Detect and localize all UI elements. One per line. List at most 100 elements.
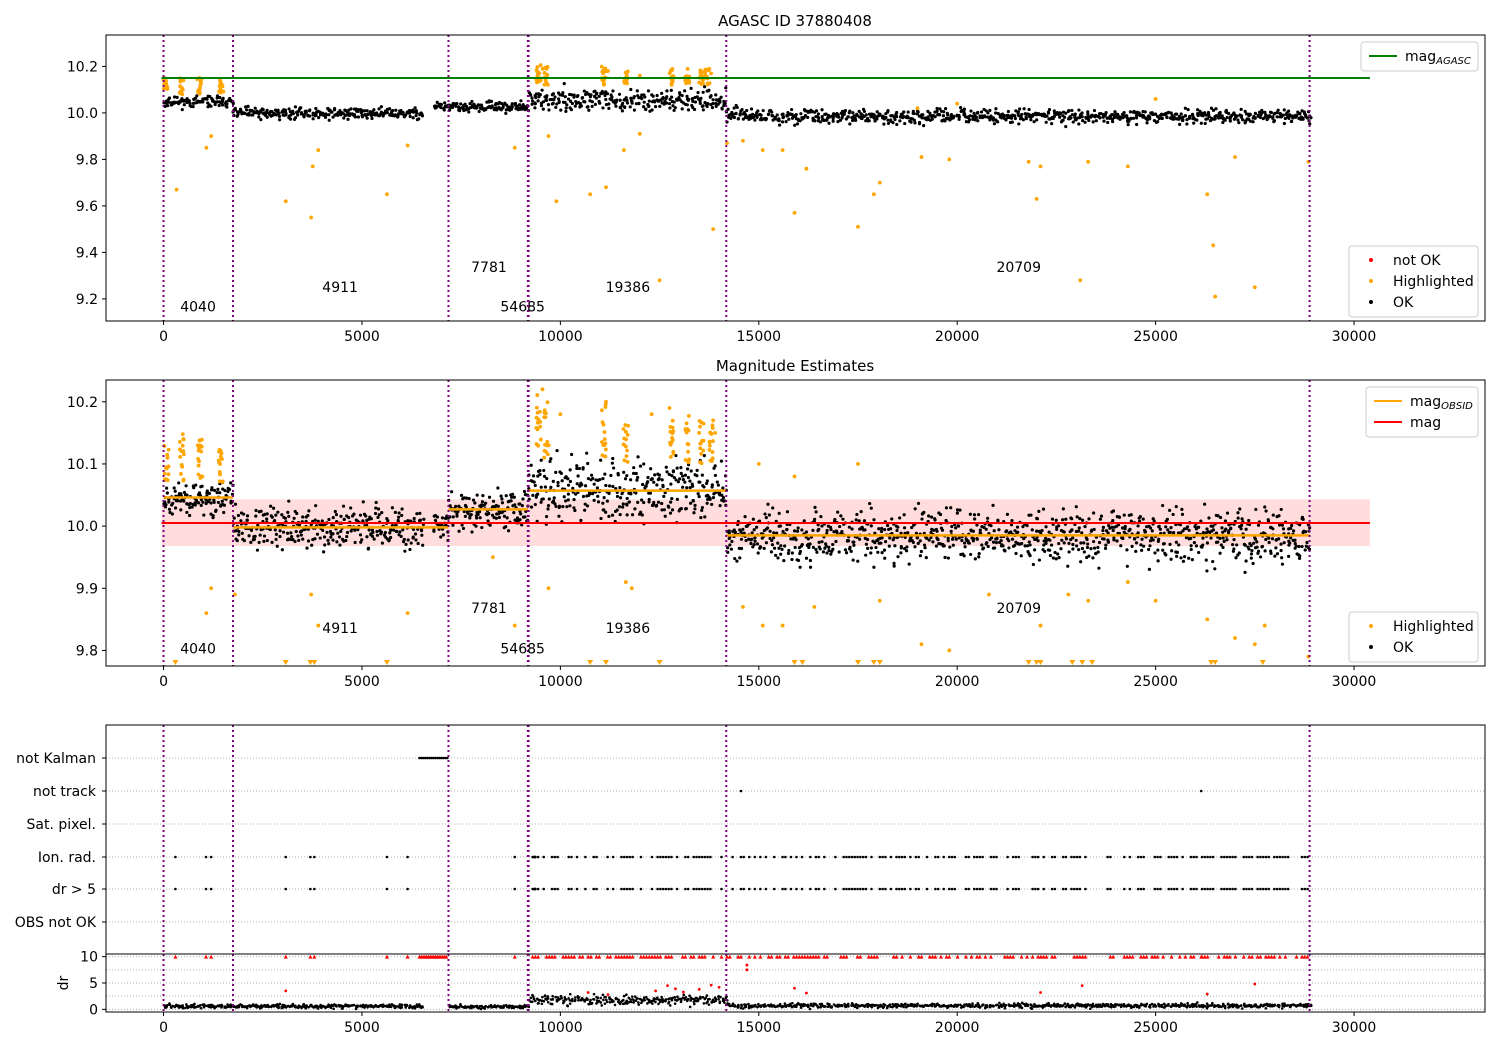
data-point-ok: [630, 99, 634, 103]
highlighted-point: [708, 430, 713, 435]
data-point-ok: [1035, 118, 1039, 122]
legend-label: Highlighted: [1393, 619, 1474, 635]
flag-point: [1211, 887, 1215, 891]
data-point-ok: [251, 538, 255, 542]
data-point-ok: [879, 529, 884, 534]
data-point-ok: [902, 110, 906, 114]
data-point-ok: [1122, 110, 1126, 115]
data-point-ok: [691, 99, 695, 103]
highlighted-below-marker: [1259, 660, 1266, 665]
highlighted-point: [218, 454, 223, 459]
flag-point: [856, 855, 859, 859]
x-tick-label: 15000: [737, 329, 782, 345]
data-point-ok: [664, 465, 668, 469]
highlighted-below-marker: [307, 660, 314, 665]
data-point-ok: [880, 551, 884, 555]
data-point-ok: [602, 496, 606, 500]
data-point-ok: [167, 96, 172, 100]
data-point-ok: [1199, 121, 1203, 125]
data-point-ok: [1086, 110, 1090, 114]
highlighted-point: [534, 442, 539, 446]
data-point-ok: [1290, 114, 1294, 118]
highlighted-point: [686, 460, 691, 465]
flag-point: [936, 855, 940, 859]
flag-point: [1156, 887, 1159, 891]
data-point-ok: [832, 530, 836, 534]
highlighted-point: [637, 131, 642, 136]
data-point-ok: [1010, 114, 1015, 118]
data-point-ok: [1279, 548, 1283, 553]
data-point-ok: [539, 104, 544, 108]
data-point-ok: [753, 536, 757, 540]
data-point-ok: [938, 512, 943, 517]
data-point-ok: [641, 482, 645, 487]
data-point-ok: [422, 517, 426, 521]
flag-point: [584, 855, 587, 859]
data-point-ok: [921, 113, 925, 117]
flag-point: [789, 855, 793, 859]
data-point-ok: [1271, 115, 1275, 119]
data-point-ok: [1112, 113, 1116, 117]
data-point-ok: [1256, 549, 1261, 553]
data-point-ok: [808, 558, 812, 563]
data-point-ok: [686, 467, 690, 471]
data-point-ok: [544, 514, 549, 519]
data-point-ok: [284, 112, 288, 116]
data-point-ok: [1183, 114, 1187, 118]
data-point-ok: [647, 104, 651, 108]
data-point-ok: [848, 547, 852, 551]
data-point-ok: [190, 505, 194, 509]
flag-point: [531, 855, 534, 859]
data-point-ok: [547, 108, 551, 112]
flag-point: [684, 887, 687, 891]
data-point-ok: [1017, 122, 1021, 126]
data-point-ok: [541, 995, 544, 999]
data-point-ok: [1303, 112, 1307, 116]
data-point-ok: [640, 513, 644, 517]
data-point-ok: [378, 113, 382, 117]
data-point-ok: [652, 480, 656, 484]
data-point-ok: [259, 509, 263, 513]
data-point-ok: [712, 466, 716, 470]
data-point-ok: [364, 1004, 368, 1007]
highlighted-point: [204, 145, 209, 150]
data-point-ok: [346, 117, 350, 121]
data-point-ok: [621, 502, 625, 506]
data-point-ok: [173, 506, 178, 510]
highlighted-point: [603, 447, 608, 452]
flag-point: [895, 887, 898, 891]
data-point-ok: [604, 102, 609, 107]
data-point-ok: [962, 107, 967, 111]
data-point-ok: [944, 518, 948, 523]
data-point-ok: [184, 1006, 187, 1010]
flag-point: [1061, 887, 1065, 891]
flag-point: [628, 855, 632, 859]
data-point-ok: [1126, 123, 1130, 127]
data-point-ok: [1218, 536, 1222, 540]
flag-point: [1128, 887, 1132, 891]
data-point-ok: [880, 526, 884, 531]
data-point-ok: [1147, 114, 1151, 118]
data-point-ok: [832, 112, 836, 116]
data-point-ok: [999, 539, 1003, 543]
flag-point: [1203, 855, 1207, 859]
data-point-ok: [519, 512, 523, 516]
data-point-ok: [527, 497, 531, 501]
data-point-ok: [672, 100, 676, 104]
data-point-ok: [1269, 110, 1273, 115]
data-point-ok: [750, 531, 754, 535]
data-point-ok: [1004, 118, 1008, 122]
data-point-ok: [693, 503, 697, 507]
obsid-label: 54685: [500, 300, 545, 316]
data-point-ok: [992, 122, 997, 126]
highlighted-point: [535, 427, 540, 432]
data-point-ok: [286, 510, 290, 515]
highlighted-point: [601, 71, 605, 76]
data-point-ok: [986, 544, 990, 549]
data-point-ok: [190, 1005, 193, 1009]
data-point-ok: [782, 558, 786, 563]
highlighted-point: [671, 449, 676, 454]
data-point-ok: [713, 464, 717, 468]
flag-point: [313, 855, 316, 859]
